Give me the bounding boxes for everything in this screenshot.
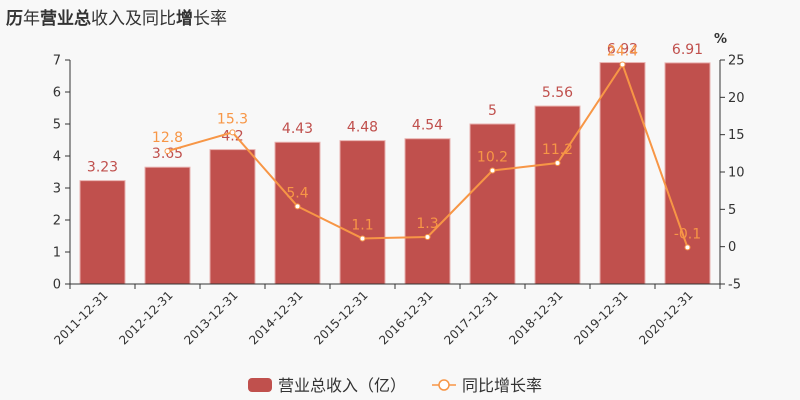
bar-value-label: 6.91 <box>672 42 703 58</box>
growth-rate-point[interactable] <box>619 61 626 68</box>
right-tick-label: 0 <box>728 240 736 255</box>
x-tick-label: 2011-12-31 <box>51 288 110 347</box>
growth-rate-point[interactable] <box>164 148 171 155</box>
growth-rate-label: 11.2 <box>542 142 573 158</box>
bar-2012-12-31[interactable] <box>144 166 191 285</box>
x-tick-label: 2015-12-31 <box>311 288 370 347</box>
bar-value-label: 4.43 <box>282 121 313 137</box>
bar-value-label: 3.23 <box>87 160 118 176</box>
left-tick-label: 1 <box>53 246 61 261</box>
growth-rate-label: 12.8 <box>152 130 183 146</box>
bar-2019-12-31[interactable] <box>599 62 646 285</box>
right-tick-label: 5 <box>728 203 736 218</box>
bar-2016-12-31[interactable] <box>404 138 451 285</box>
bar-value-label: 5 <box>488 103 497 119</box>
growth-rate-point[interactable] <box>424 233 431 240</box>
x-tick-label: 2017-12-31 <box>441 288 500 347</box>
growth-rate-label: 5.4 <box>286 185 308 201</box>
left-tick-label: 4 <box>53 150 61 165</box>
bar-2017-12-31[interactable] <box>469 123 516 285</box>
right-tick-label: 15 <box>728 128 745 143</box>
bar-value-label: 3.65 <box>152 146 183 162</box>
right-tick-label: 25 <box>728 54 745 69</box>
chart-title: 历年营业总收入及同比增长率 <box>6 9 227 29</box>
left-tick-label: 7 <box>53 54 61 69</box>
growth-rate-label: 1.1 <box>351 217 373 233</box>
x-tick-label: 2014-12-31 <box>246 288 305 347</box>
growth-rate-point[interactable] <box>684 244 691 251</box>
growth-rate-label: 15.3 <box>217 111 248 127</box>
right-tick-label: -5 <box>728 278 741 293</box>
bar-value-label: 4.48 <box>347 120 378 136</box>
bar-value-label: 4.54 <box>412 118 443 134</box>
x-tick-label: 2016-12-31 <box>376 288 435 347</box>
growth-rate-label: 10.2 <box>477 150 508 166</box>
x-tick-label: 2019-12-31 <box>571 288 630 347</box>
bar-2011-12-31[interactable] <box>79 180 126 285</box>
bar-value-label: 6.92 <box>607 42 638 58</box>
legend-line-label: 同比增长率 <box>462 376 542 395</box>
growth-rate-label: -0.1 <box>674 226 701 242</box>
legend-bar-swatch-icon[interactable] <box>248 378 272 392</box>
left-tick-label: 3 <box>53 182 61 197</box>
left-tick-label: 5 <box>53 118 61 133</box>
right-tick-label: 20 <box>728 91 745 106</box>
growth-rate-point[interactable] <box>489 167 496 174</box>
growth-rate-label: 24.4 <box>607 43 638 59</box>
bar-2013-12-31[interactable] <box>209 149 256 285</box>
bar-2018-12-31[interactable] <box>534 105 581 285</box>
growth-rate-point[interactable] <box>554 160 561 167</box>
x-tick-label: 2012-12-31 <box>116 288 175 347</box>
bar-value-label: 4.2 <box>221 129 243 145</box>
left-tick-label: 2 <box>53 214 61 229</box>
x-tick-label: 2018-12-31 <box>506 288 565 347</box>
legend-bar-label: 营业总收入（亿） <box>278 376 406 395</box>
bar-2015-12-31[interactable] <box>339 140 386 285</box>
right-tick-label: 10 <box>728 166 745 181</box>
x-tick-label: 2020-12-31 <box>636 288 695 347</box>
growth-rate-point[interactable] <box>294 203 301 210</box>
legend-line-marker-icon <box>438 379 450 391</box>
growth-rate-label: 1.3 <box>416 216 438 232</box>
left-tick-label: 0 <box>53 278 61 293</box>
left-tick-label: 6 <box>53 86 61 101</box>
growth-rate-point[interactable] <box>229 129 236 136</box>
right-axis-unit: % <box>714 32 727 47</box>
growth-rate-point[interactable] <box>359 235 366 242</box>
x-tick-label: 2013-12-31 <box>181 288 240 347</box>
bar-2020-12-31[interactable] <box>664 62 711 285</box>
bar-value-label: 5.56 <box>542 85 573 101</box>
